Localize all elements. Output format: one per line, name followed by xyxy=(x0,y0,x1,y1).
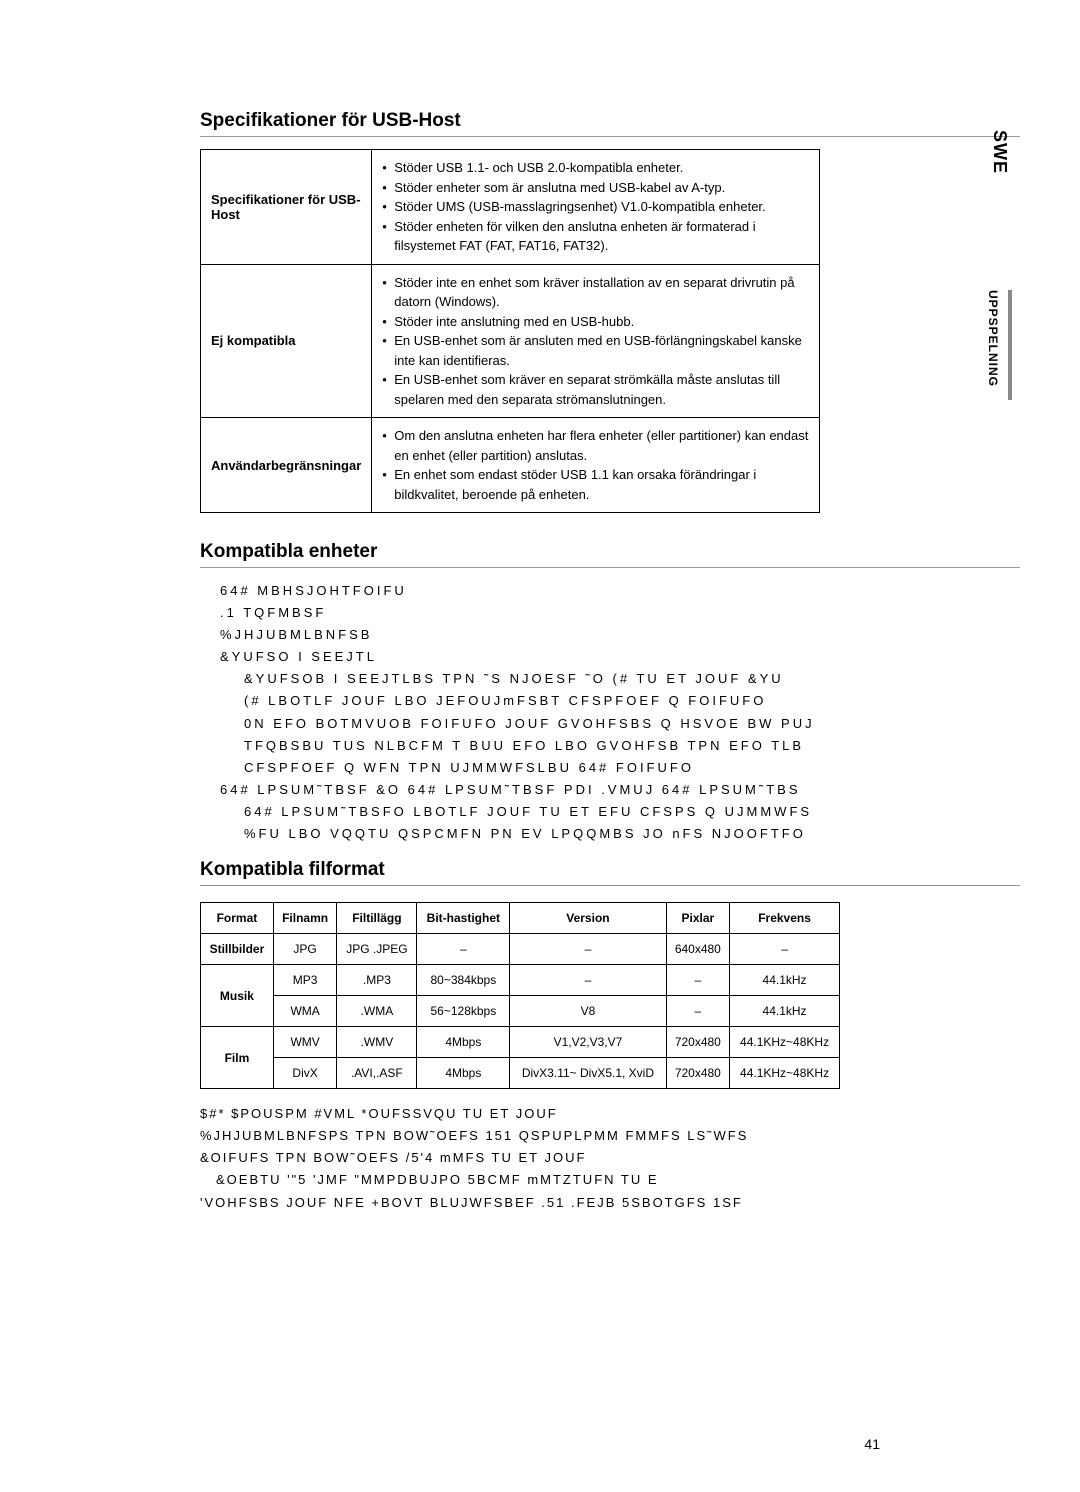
section2-title: Kompatibla enheter xyxy=(200,541,1020,568)
format-cell: V1,V2,V3,V7 xyxy=(510,1027,666,1058)
list-line: 0N EFO BOTMVUOB FOIFUFO JOUF GVOHFSBS Q … xyxy=(244,713,1020,735)
page-number: 41 xyxy=(864,1436,880,1452)
list-line: %JHJUBMLBNFSB xyxy=(220,624,1020,646)
format-cell: 44.1kHz xyxy=(730,965,840,996)
footer-notes: $#* $POUSPM #VML *OUFSSVQU TU ET JOUF %J… xyxy=(200,1103,1020,1213)
format-th: Frekvens xyxy=(730,903,840,934)
format-cell: 44.1KHz~48KHz xyxy=(730,1027,840,1058)
format-cell: – xyxy=(510,934,666,965)
format-cell: DivX xyxy=(273,1058,337,1089)
spec-row-content: Om den anslutna enheten har flera enhete… xyxy=(372,418,820,513)
format-rowlabel: Stillbilder xyxy=(201,934,274,965)
format-cell: DivX3.11~ DivX5.1, XviD xyxy=(510,1058,666,1089)
format-cell: .MP3 xyxy=(337,965,417,996)
format-cell: 640x480 xyxy=(666,934,730,965)
format-cell: MP3 xyxy=(273,965,337,996)
compat-devices-list: 64# MBHSJOHTFOIFU .1 TQFMBSF %JHJUBMLBNF… xyxy=(220,580,1020,845)
spec-item: Stöder USB 1.1- och USB 2.0-kompatibla e… xyxy=(382,158,809,178)
spec-item: Stöder enheter som är anslutna med USB-k… xyxy=(382,178,809,198)
spec-item: En USB-enhet som kräver en separat ström… xyxy=(382,370,809,409)
list-line: TFQBSBU TUS NLBCFM T BUU EFO LBO GVOHFSB… xyxy=(244,735,1020,757)
list-line: 64# MBHSJOHTFOIFU xyxy=(220,580,1020,602)
spec-row-label: Specifikationer för USB-Host xyxy=(201,150,372,265)
footer-line: &OEBTU '"5 'JMF "MMPDBUJPO 5BCMF mMTZTUF… xyxy=(216,1169,1020,1191)
spec-row-content: Stöder inte en enhet som kräver installa… xyxy=(372,264,820,418)
format-th: Bit-hastighet xyxy=(417,903,510,934)
format-cell: – xyxy=(417,934,510,965)
footer-line: 'VOHFSBS JOUF NFE +BOVT BLUJWFSBEF .51 .… xyxy=(200,1192,1020,1214)
format-th: Version xyxy=(510,903,666,934)
format-cell: – xyxy=(510,965,666,996)
format-cell: 44.1kHz xyxy=(730,996,840,1027)
footer-line: &OIFUFS TPN BOW˜OEFS /5'4 mMFS TU ET JOU… xyxy=(200,1147,1020,1169)
spec-row-label: Användarbegränsningar xyxy=(201,418,372,513)
list-line: .1 TQFMBSF xyxy=(220,602,1020,624)
spec-item: En USB-enhet som är ansluten med en USB-… xyxy=(382,331,809,370)
format-cell: – xyxy=(666,965,730,996)
list-line: %FU LBO VQQTU QSPCMFN PN EV LPQQMBS JO n… xyxy=(244,823,1020,845)
format-cell: 56~128kbps xyxy=(417,996,510,1027)
format-table: Format Filnamn Filtillägg Bit-hastighet … xyxy=(200,902,840,1089)
spec-row-content: Stöder USB 1.1- och USB 2.0-kompatibla e… xyxy=(372,150,820,265)
spec-table: Specifikationer för USB-Host Stöder USB … xyxy=(200,149,820,513)
format-cell: JPG xyxy=(273,934,337,965)
list-line: 64# LPSUM˜TBSF &O 64# LPSUM˜TBSF PDI .VM… xyxy=(220,779,1020,801)
section1-title: Specifikationer för USB-Host xyxy=(200,110,1020,137)
format-cell: .WMV xyxy=(337,1027,417,1058)
format-rowlabel: Film xyxy=(201,1027,274,1089)
spec-item: Om den anslutna enheten har flera enhete… xyxy=(382,426,809,465)
format-th: Pixlar xyxy=(666,903,730,934)
spec-item: Stöder UMS (USB-masslagringsenhet) V1.0-… xyxy=(382,197,809,217)
side-label-uppspelning: UPPSPELNING xyxy=(986,290,1000,387)
list-line: CFSPFOEF Q WFN TPN UJMMWFSLBU 64# FOIFUF… xyxy=(244,757,1020,779)
section3-title: Kompatibla filformat xyxy=(200,859,1020,886)
format-cell: 80~384kbps xyxy=(417,965,510,996)
format-cell: 720x480 xyxy=(666,1027,730,1058)
list-line: (# LBOTLF JOUF LBO JEFOUJmFSBT CFSPFOEF … xyxy=(244,690,1020,712)
side-bar xyxy=(1008,290,1012,400)
format-cell: 4Mbps xyxy=(417,1058,510,1089)
spec-item: En enhet som endast stöder USB 1.1 kan o… xyxy=(382,465,809,504)
format-rowlabel: Musik xyxy=(201,965,274,1027)
list-line: &YUFSOB I SEEJTLBS TPN ˜S NJOESF ˜O (# T… xyxy=(244,668,1020,690)
footer-line: $#* $POUSPM #VML *OUFSSVQU TU ET JOUF xyxy=(200,1103,1020,1125)
spec-item: Stöder inte anslutning med en USB-hubb. xyxy=(382,312,809,332)
format-th: Filnamn xyxy=(273,903,337,934)
format-cell: V8 xyxy=(510,996,666,1027)
format-cell: .AVI,.ASF xyxy=(337,1058,417,1089)
format-cell: JPG .JPEG xyxy=(337,934,417,965)
footer-line: %JHJUBMLBNFSPS TPN BOW˜OEFS 151 QSPUPLPM… xyxy=(200,1125,1020,1147)
format-cell: – xyxy=(730,934,840,965)
format-cell: WMA xyxy=(273,996,337,1027)
spec-row-label: Ej kompatibla xyxy=(201,264,372,418)
format-cell: – xyxy=(666,996,730,1027)
format-cell: .WMA xyxy=(337,996,417,1027)
format-th: Format xyxy=(201,903,274,934)
format-cell: 720x480 xyxy=(666,1058,730,1089)
spec-item: Stöder enheten för vilken den anslutna e… xyxy=(382,217,809,256)
side-label-swe: SWE xyxy=(989,130,1010,174)
list-line: &YUFSO I SEEJTL xyxy=(220,646,1020,668)
spec-item: Stöder inte en enhet som kräver installa… xyxy=(382,273,809,312)
format-th: Filtillägg xyxy=(337,903,417,934)
list-line: 64# LPSUM˜TBSFO LBOTLF JOUF TU ET EFU CF… xyxy=(244,801,1020,823)
format-cell: 4Mbps xyxy=(417,1027,510,1058)
format-cell: WMV xyxy=(273,1027,337,1058)
format-cell: 44.1KHz~48KHz xyxy=(730,1058,840,1089)
